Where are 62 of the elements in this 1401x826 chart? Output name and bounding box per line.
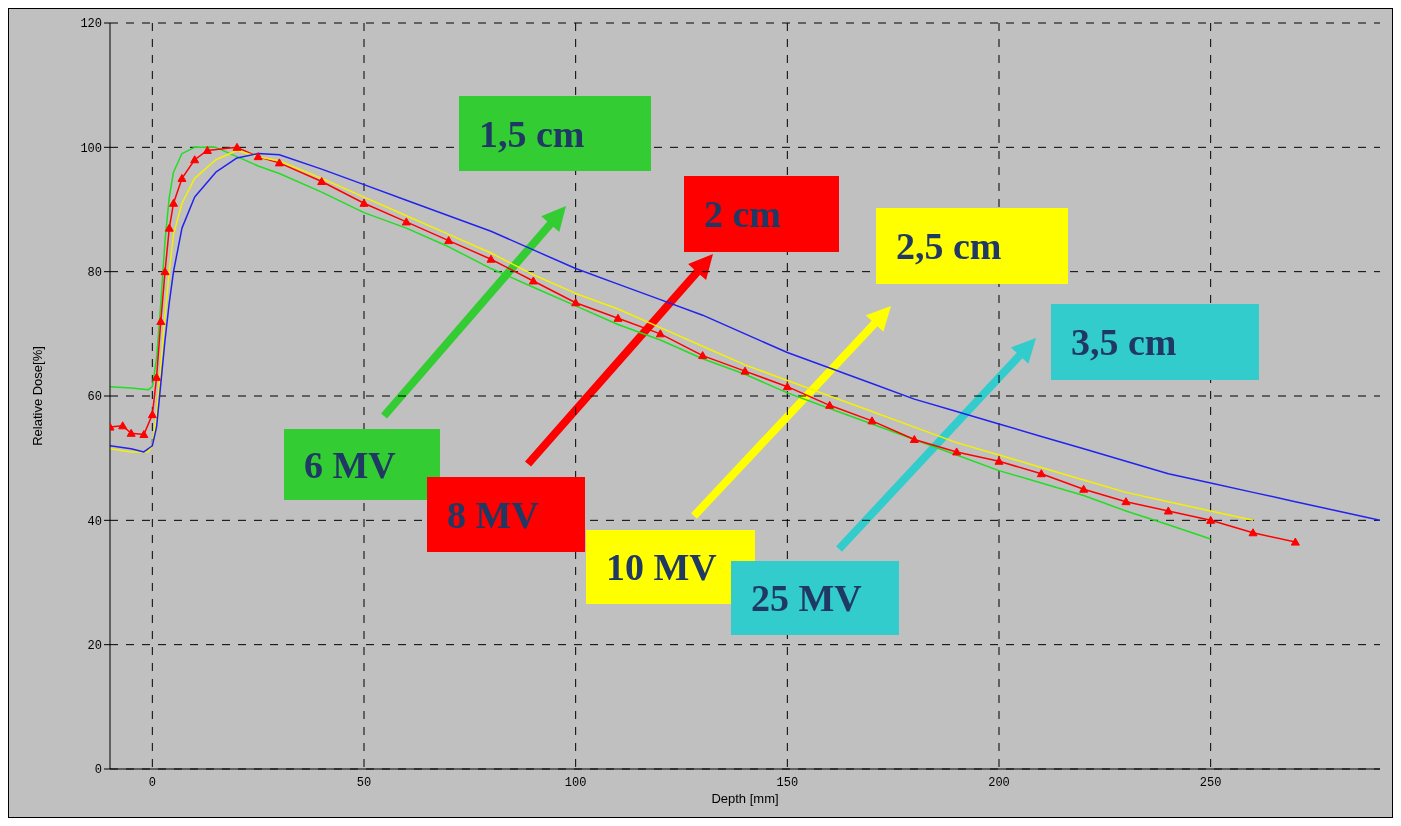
point bbox=[740, 366, 750, 375]
x-tick-label: 150 bbox=[776, 775, 799, 790]
point bbox=[190, 155, 200, 164]
point bbox=[152, 372, 162, 381]
x-tick-label: 0 bbox=[148, 775, 156, 790]
point bbox=[359, 198, 369, 207]
point bbox=[1121, 497, 1131, 506]
y-tick-label: 40 bbox=[87, 514, 102, 529]
point bbox=[782, 382, 792, 391]
point bbox=[147, 410, 157, 419]
point bbox=[994, 456, 1004, 465]
point bbox=[1206, 515, 1216, 524]
point bbox=[1079, 484, 1089, 493]
annotation: 25 MV bbox=[751, 576, 862, 620]
point bbox=[909, 435, 919, 444]
point bbox=[825, 400, 835, 409]
point bbox=[1163, 506, 1173, 515]
point bbox=[571, 298, 581, 307]
point bbox=[202, 145, 212, 154]
point bbox=[1248, 528, 1258, 537]
point bbox=[118, 421, 128, 430]
y-axis-title: Relative Dose[%] bbox=[29, 346, 45, 446]
point bbox=[274, 158, 284, 167]
annotation: 1,5 cm bbox=[479, 111, 585, 156]
point bbox=[698, 351, 708, 360]
point bbox=[952, 447, 962, 456]
point bbox=[317, 177, 327, 186]
x-tick-label: 200 bbox=[988, 775, 1010, 790]
point bbox=[160, 267, 170, 276]
annotation: 2,5 cm bbox=[896, 224, 1002, 268]
y-tick-label: 100 bbox=[80, 141, 102, 156]
point bbox=[1290, 537, 1300, 546]
point bbox=[156, 316, 166, 325]
annotation: 2 cm bbox=[704, 192, 782, 236]
point bbox=[169, 198, 178, 207]
point bbox=[401, 217, 411, 226]
y-tick-label: 20 bbox=[87, 638, 102, 653]
point bbox=[126, 428, 136, 437]
point bbox=[613, 313, 623, 322]
annotation: 8 MV bbox=[447, 492, 539, 537]
point bbox=[164, 223, 174, 232]
point bbox=[655, 329, 665, 338]
point bbox=[139, 430, 149, 439]
y-tick-label: 0 bbox=[94, 763, 102, 778]
x-tick-label: 50 bbox=[356, 775, 372, 790]
point bbox=[232, 142, 242, 151]
point bbox=[528, 276, 538, 285]
annotation: 10 MV bbox=[606, 545, 717, 589]
point bbox=[486, 254, 496, 263]
point bbox=[177, 173, 187, 182]
y-tick-label: 80 bbox=[87, 265, 102, 280]
y-tick-label: 120 bbox=[80, 17, 102, 32]
x-tick-label: 250 bbox=[1199, 775, 1222, 790]
y-tick-label: 60 bbox=[87, 390, 102, 405]
point bbox=[444, 236, 454, 245]
x-axis-title: Depth [mm] bbox=[711, 791, 779, 806]
point bbox=[1036, 469, 1046, 478]
point bbox=[867, 416, 877, 425]
point bbox=[253, 152, 263, 161]
annotation: 3,5 cm bbox=[1071, 320, 1177, 364]
x-tick-label: 100 bbox=[564, 775, 587, 790]
annotation: 6 MV bbox=[304, 442, 396, 487]
